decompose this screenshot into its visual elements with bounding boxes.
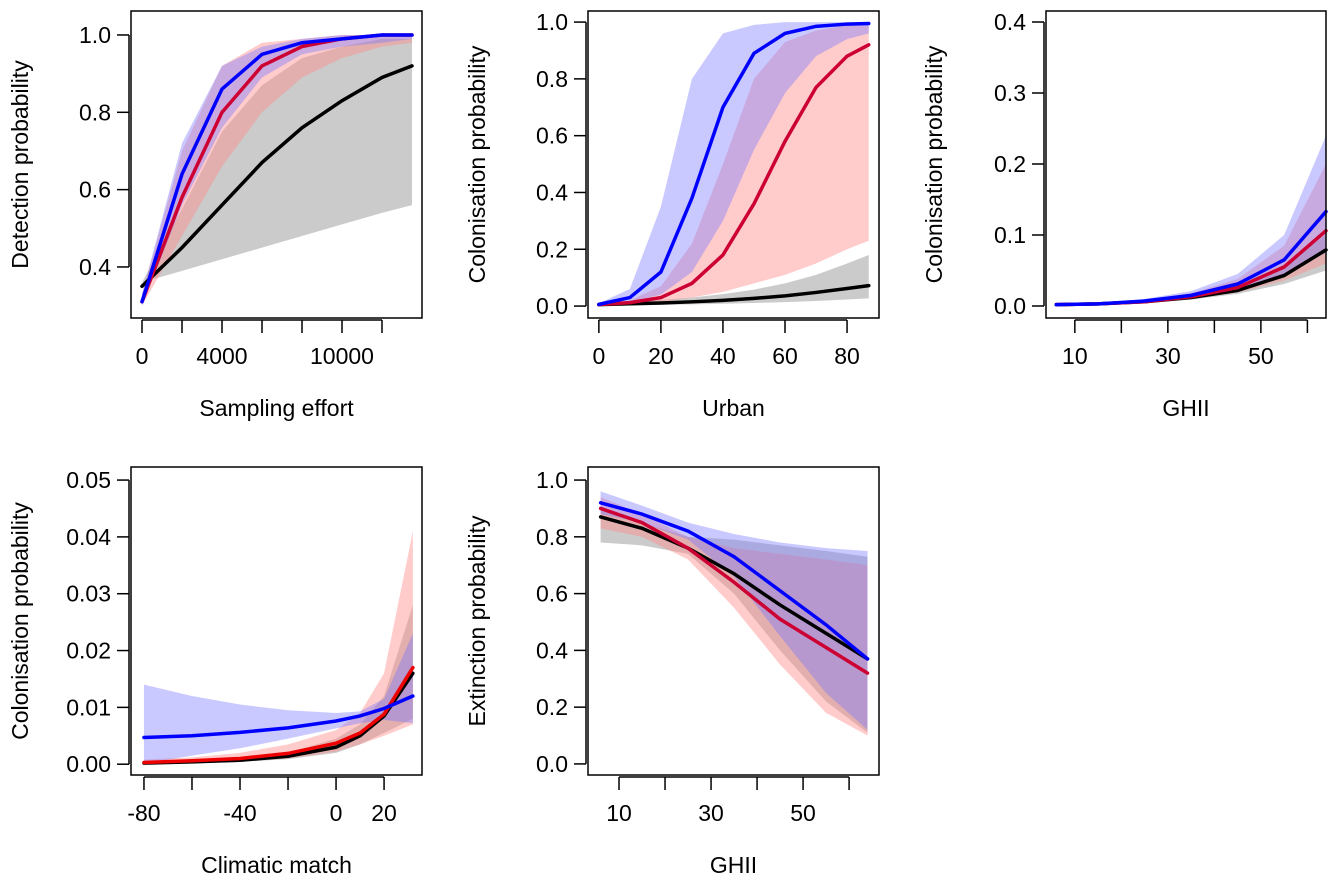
y-tick-label: 0.3 <box>994 80 1026 106</box>
y-tick-label: 0.01 <box>66 694 111 720</box>
y-tick-label: 0.8 <box>536 66 568 92</box>
confidence-band <box>1056 235 1326 306</box>
x-tick-label: 0 <box>330 800 343 826</box>
line <box>140 33 414 304</box>
y-axis-title: Colonisation probability <box>464 45 490 283</box>
x-tick-label: 10000 <box>310 343 374 369</box>
y-axis-title: Colonisation probability <box>7 502 33 740</box>
y-tick-label: 0.6 <box>536 581 568 607</box>
y-axis-title: Colonisation probability <box>921 45 947 283</box>
confidence-band <box>1056 135 1326 306</box>
x-tick-label: 50 <box>790 800 816 826</box>
confidence-band <box>1056 164 1326 306</box>
x-tick-label: -80 <box>127 800 160 826</box>
line <box>142 665 415 765</box>
confidence-band <box>600 508 868 733</box>
x-axis-title: Sampling effort <box>199 395 354 421</box>
y-axis-title: Detection probability <box>7 60 33 269</box>
x-tick-label: 20 <box>371 800 397 826</box>
line <box>597 283 871 307</box>
confidence-band <box>598 24 869 305</box>
y-tick-label: 0.00 <box>66 751 111 777</box>
line <box>140 64 414 289</box>
y-tick-label: 0.0 <box>536 293 568 319</box>
confidence-band <box>142 34 412 306</box>
y-tick-label: 0.0 <box>536 751 568 777</box>
confidence-band <box>600 497 868 736</box>
x-tick-label: 50 <box>1248 343 1274 369</box>
x-tick-label: 80 <box>834 343 860 369</box>
plot-box <box>587 466 880 776</box>
y-tick-label: 0.4 <box>994 9 1026 35</box>
y-tick-label: 0.8 <box>536 524 568 550</box>
y-tick-label: 0.03 <box>66 581 111 607</box>
line <box>597 21 871 307</box>
y-tick-label: 0.1 <box>994 222 1026 248</box>
y-tick-label: 0.05 <box>66 467 111 493</box>
y-axis-title: Extinction probability <box>464 515 490 726</box>
x-axis-title: Climatic match <box>201 852 352 878</box>
x-tick-label: 20 <box>648 343 674 369</box>
confidence-band <box>600 491 868 730</box>
y-tick-label: 0.2 <box>536 236 568 262</box>
confidence-band <box>143 633 413 764</box>
y-tick-label: 0.2 <box>536 694 568 720</box>
line <box>598 506 870 675</box>
x-tick-label: 0 <box>136 343 149 369</box>
y-tick-label: 0.4 <box>536 637 568 663</box>
y-tick-label: 1.0 <box>536 467 568 493</box>
y-tick-label: 0.2 <box>994 151 1026 177</box>
x-axis-title: GHII <box>1162 395 1209 421</box>
line <box>598 515 870 661</box>
y-tick-label: 0.02 <box>66 638 111 664</box>
x-tick-label: 30 <box>698 800 724 826</box>
plot-box <box>587 10 880 319</box>
x-axis-title: Urban <box>702 395 765 421</box>
y-tick-label: 0.8 <box>79 99 111 125</box>
line <box>1054 209 1328 307</box>
line <box>597 43 871 307</box>
y-tick-label: 0.04 <box>66 524 111 550</box>
y-tick-label: 0.4 <box>79 254 111 280</box>
line <box>142 694 415 740</box>
y-tick-label: 1.0 <box>79 22 111 48</box>
y-tick-label: 0.4 <box>536 179 568 205</box>
x-tick-label: 0 <box>592 343 605 369</box>
x-tick-label: 40 <box>710 343 736 369</box>
x-tick-label: 60 <box>772 343 798 369</box>
confidence-band <box>142 34 412 306</box>
plot-box <box>1045 10 1327 319</box>
line <box>598 501 870 661</box>
y-tick-label: 1.0 <box>536 9 568 35</box>
x-tick-label: -40 <box>223 800 256 826</box>
x-tick-label: 4000 <box>196 343 247 369</box>
plot-box <box>130 10 423 319</box>
x-axis-title: GHII <box>710 852 757 878</box>
x-tick-label: 10 <box>1062 343 1088 369</box>
x-tick-label: 10 <box>606 800 632 826</box>
y-tick-label: 0.0 <box>994 293 1026 319</box>
confidence-band <box>598 22 869 305</box>
plot-box <box>130 466 423 776</box>
y-tick-label: 0.6 <box>536 123 568 149</box>
x-tick-label: 30 <box>1155 343 1181 369</box>
y-tick-label: 0.6 <box>79 177 111 203</box>
